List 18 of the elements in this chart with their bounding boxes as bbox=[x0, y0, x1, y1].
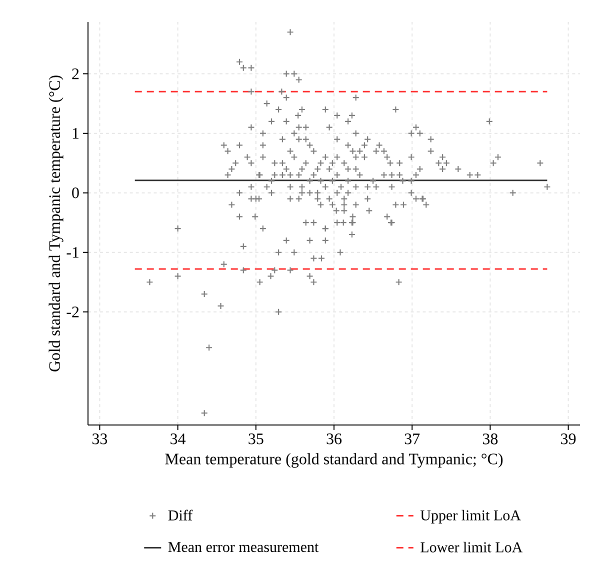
legend-label: Mean error measurement bbox=[168, 542, 319, 552]
y-tick-label: -2 bbox=[66, 306, 79, 318]
y-tick-label: 2 bbox=[72, 68, 79, 80]
legend-label: Diff bbox=[168, 510, 193, 520]
x-tick-label: 33 bbox=[92, 434, 108, 444]
y-tick-label: -1 bbox=[66, 247, 79, 258]
legend-label: Lower limit LoA bbox=[420, 542, 523, 552]
x-tick-label: 35 bbox=[248, 434, 264, 444]
y-tick-label: 0 bbox=[72, 187, 79, 198]
x-tick-label: 36 bbox=[326, 434, 342, 444]
y-tick-label: 1 bbox=[72, 128, 79, 139]
legend-label: Upper limit LoA bbox=[420, 510, 521, 524]
x-axis-title: Mean temperature (gold standard and Tympanic; °C) bbox=[165, 453, 503, 468]
x-tick-label: 37 bbox=[404, 434, 420, 444]
x-tick-label: 39 bbox=[561, 434, 576, 444]
y-axis-title: Gold standard and Tympanic temperature (°C) bbox=[48, 76, 64, 372]
x-tick-label: 38 bbox=[482, 434, 498, 444]
x-tick-label: 34 bbox=[170, 434, 186, 444]
